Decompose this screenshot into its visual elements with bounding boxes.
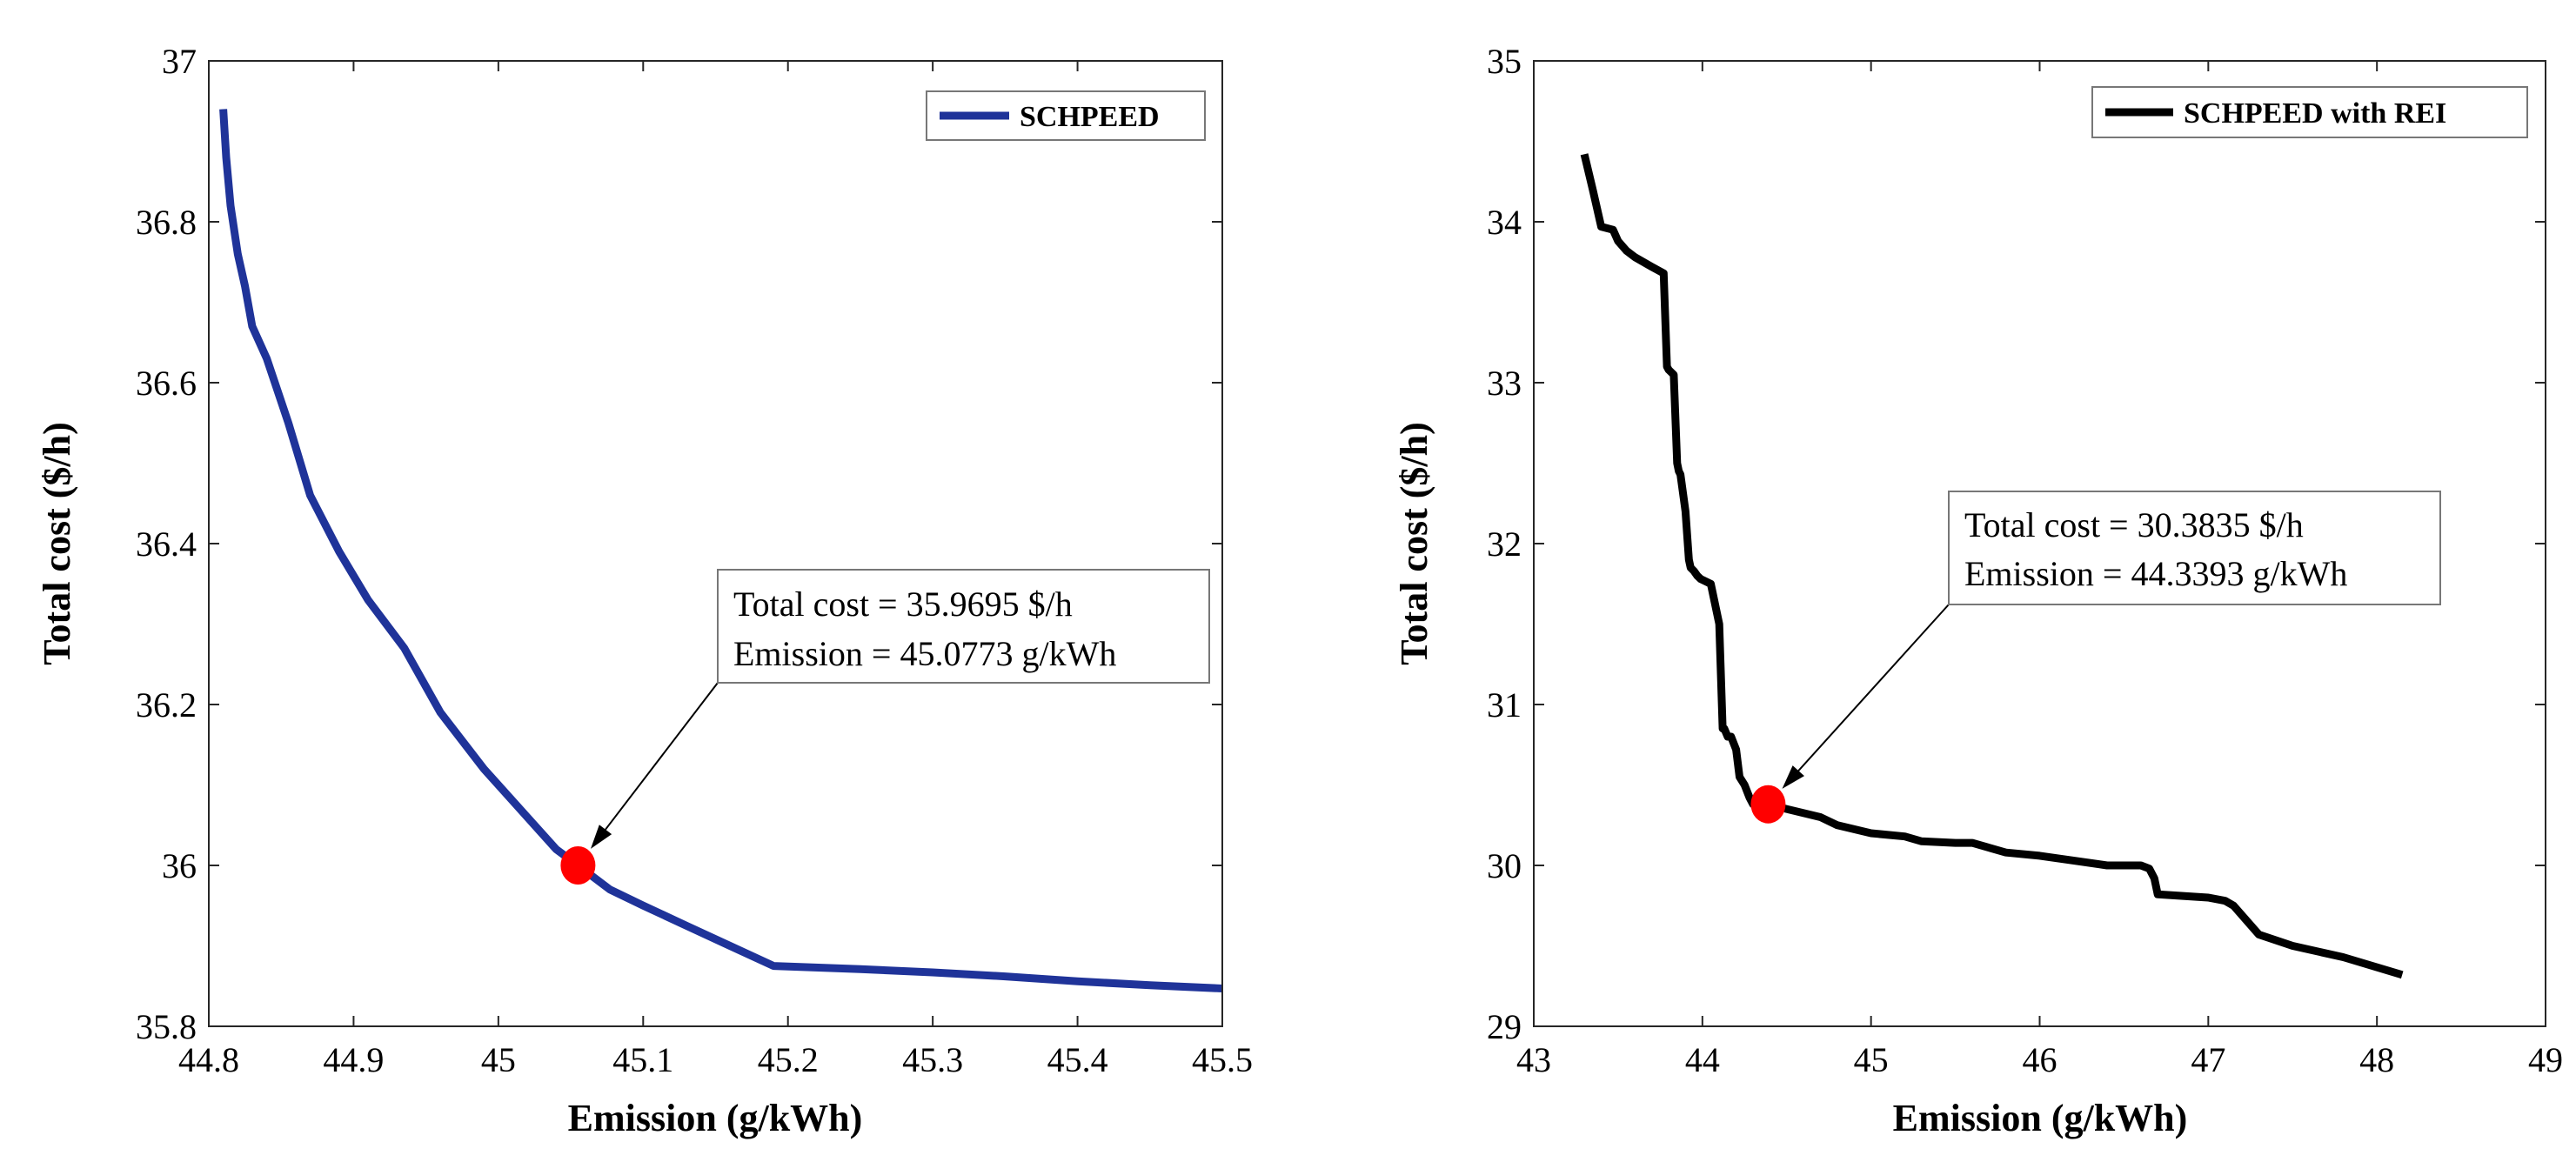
x-tick-label: 48: [2359, 1040, 2394, 1079]
y-axis-label-right: Total cost ($/h): [1393, 422, 1435, 665]
annotation-box-right: [1948, 491, 2441, 605]
x-axis-label-right: Emission (g/kWh): [1893, 1097, 2188, 1139]
annotation-arrowhead-right: [1782, 765, 1804, 789]
x-tick-label: 45: [481, 1040, 516, 1079]
x-tick-label: 49: [2528, 1040, 2563, 1079]
chart-left: 44.8 44.9 45 45.1 45.2 45.3 45.4 45.5 35.8 36 36.…: [36, 42, 1253, 1139]
legend-label-left: SCHPEED: [1020, 101, 1160, 133]
x-tick-label: 46: [2023, 1040, 2057, 1079]
x-tick-label: 45: [1854, 1040, 1889, 1079]
axes-box-left: [208, 60, 1223, 1027]
x-tick-label: 45.2: [758, 1040, 819, 1079]
y-tick-label: 34: [1487, 203, 1522, 242]
annotation-line-2-right: Emission = 44.3393 g/kWh: [1964, 554, 2347, 593]
x-ticks-left: 44.8 44.9 45 45.1 45.2 45.3 45.4 45.5: [178, 61, 1253, 1079]
annotation-right: Total cost = 30.3835 $/h Emission = 44.3…: [1782, 491, 2441, 789]
highlight-point-right: [1750, 785, 1786, 824]
x-tick-label: 45.4: [1047, 1040, 1108, 1079]
x-axis-label-left: Emission (g/kWh): [568, 1097, 863, 1139]
x-tick-label: 45.1: [612, 1040, 673, 1079]
annotation-line-1-left: Total cost = 35.9695 $/h: [733, 584, 1073, 624]
annotation-box-left: [717, 569, 1210, 684]
y-tick-label: 35.8: [136, 1007, 197, 1046]
y-tick-label: 35: [1487, 42, 1522, 81]
x-tick-label: 44: [1685, 1040, 1720, 1079]
annotation-line-1-right: Total cost = 30.3835 $/h: [1964, 505, 2304, 544]
annotation-left: Total cost = 35.9695 $/h Emission = 45.0…: [590, 569, 1210, 849]
y-tick-label: 32: [1487, 524, 1522, 564]
x-tick-label: 45.5: [1192, 1040, 1253, 1079]
series-left: [219, 109, 1223, 992]
y-tick-label: 36.6: [136, 364, 197, 403]
axes-box-right: [1533, 60, 2546, 1027]
annotation-line-2-left: Emission = 45.0773 g/kWh: [733, 634, 1116, 673]
y-ticks-left: 35.8 36 36.2 36.4 36.6 36.8 37: [136, 42, 1222, 1046]
x-tick-label: 43: [1516, 1040, 1551, 1079]
y-tick-label: 37: [162, 42, 197, 81]
y-tick-label: 29: [1487, 1007, 1522, 1046]
chart-right: 43 44 45 46 47 48 49 29 30 31 32 33 34 35 Total cost…: [1393, 42, 2563, 1139]
legend-right: SCHPEED with REI: [2091, 86, 2528, 138]
y-tick-label: 33: [1487, 364, 1522, 403]
y-tick-label: 36.4: [136, 524, 197, 564]
series-line-left: [219, 109, 1223, 992]
annotation-arrowhead-left: [590, 825, 612, 849]
y-tick-label: 36.2: [136, 685, 197, 725]
series-right: [1580, 153, 2404, 979]
x-tick-label: 44.9: [323, 1040, 384, 1079]
y-tick-label: 30: [1487, 846, 1522, 885]
series-line-right: [1580, 153, 2404, 979]
annotation-arrow-right: [1793, 604, 1950, 777]
annotation-arrow-left: [600, 682, 719, 836]
y-ticks-right: 29 30 31 32 33 34 35: [1487, 42, 2546, 1046]
x-tick-label: 47: [2191, 1040, 2225, 1079]
x-tick-label: 44.8: [178, 1040, 239, 1079]
legend-left: SCHPEED: [926, 90, 1206, 141]
x-ticks-right: 43 44 45 46 47 48 49: [1516, 61, 2563, 1079]
y-tick-label: 31: [1487, 685, 1522, 725]
y-tick-label: 36: [162, 846, 197, 885]
y-tick-label: 36.8: [136, 203, 197, 242]
legend-label-right: SCHPEED with REI: [2184, 97, 2446, 130]
plot-area-left: [209, 61, 1222, 1026]
highlight-point-left: [560, 846, 596, 885]
x-tick-label: 45.3: [902, 1040, 963, 1079]
y-axis-label-left: Total cost ($/h): [36, 422, 78, 665]
